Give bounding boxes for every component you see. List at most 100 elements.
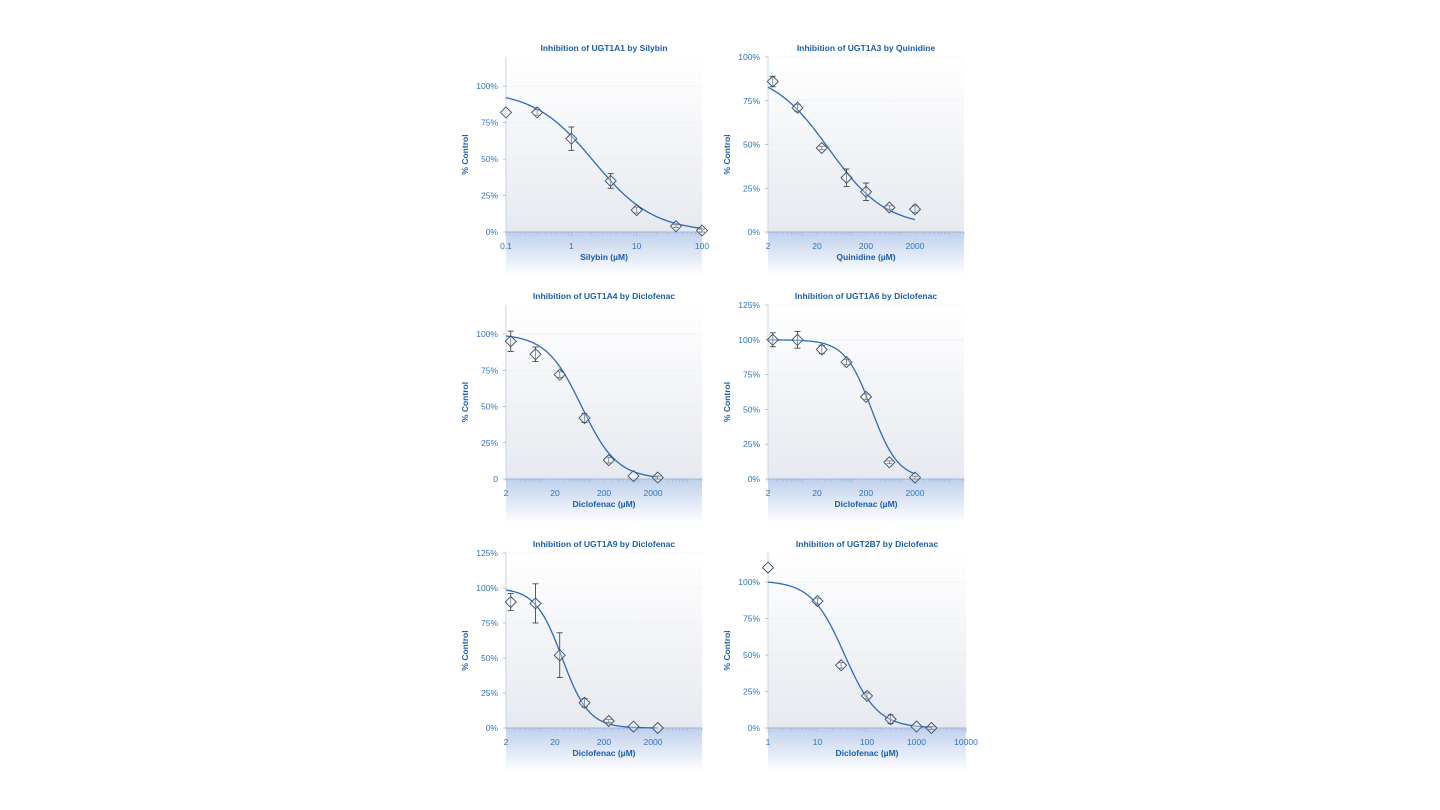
data-point (815, 141, 828, 155)
chart-panel-3: 0 25% 50% 75% 100% 2 20 200 2000 Inhibition of UG… (460, 291, 703, 523)
x-tick-label: 100 (860, 737, 874, 747)
y-tick-label: 100% (476, 81, 498, 91)
data-point (883, 201, 896, 214)
y-axis-label: % Control (722, 630, 732, 670)
x-tick-label: 1 (569, 241, 574, 251)
data-point (604, 174, 617, 188)
data-point (627, 720, 640, 733)
data-point (910, 720, 923, 733)
y-tick-label: 50% (743, 404, 760, 414)
x-tick-label: 200 (597, 488, 611, 498)
x-tick-label: 10 (813, 737, 823, 747)
data-point (627, 469, 640, 483)
data-point (884, 713, 897, 726)
y-tick-label: 25% (481, 438, 498, 448)
data-point (630, 203, 643, 217)
x-tick-label: 1 (766, 737, 771, 747)
data-point (908, 471, 922, 484)
data-point (602, 454, 615, 467)
y-tick-label: 75% (481, 365, 498, 375)
chart-title: Inhibition of UGT1A6 by Diclofenac (795, 291, 937, 301)
y-tick-label: 0% (748, 227, 761, 237)
y-tick-label: 25% (481, 688, 498, 698)
x-tick-label: 2000 (906, 488, 925, 498)
x-tick-label: 20 (550, 737, 560, 747)
y-tick-label: 75% (481, 618, 498, 628)
data-point (860, 689, 874, 703)
data-point (859, 390, 873, 404)
data-point (811, 594, 824, 608)
y-tick-label: 0% (486, 227, 499, 237)
chart-panel-2: 0% 25% 50% 75% 100% 2 20 200 2000 Inhibition of U… (722, 43, 965, 276)
axis-band (768, 479, 964, 523)
chart-panel-6: 0% 25% 50% 75% 100% 1 10 100 1000 10000 Inhibition… (722, 539, 978, 772)
y-tick-label: 0% (748, 723, 761, 733)
x-axis-label: Diclofenac (µM) (835, 499, 898, 509)
y-axis-label: % Control (460, 382, 470, 422)
chart-title: Inhibition of UGT1A3 by Quinidine (797, 43, 936, 53)
y-tick-label: 75% (481, 118, 498, 128)
data-point (859, 185, 873, 198)
data-point (504, 595, 517, 609)
data-point (529, 597, 542, 610)
data-point (529, 348, 542, 361)
x-axis-label: Quinidine (µM) (836, 252, 895, 262)
axis-band (506, 728, 702, 772)
y-axis-label: % Control (722, 382, 732, 422)
plot-background (506, 305, 702, 479)
data-point (883, 456, 896, 469)
x-axis-label: Diclofenac (µM) (836, 748, 899, 758)
y-tick-label: 50% (743, 140, 760, 150)
data-point (651, 471, 664, 484)
fit-curve (767, 86, 916, 221)
x-tick-label: 100 (695, 241, 709, 251)
x-tick-label: 20 (812, 488, 822, 498)
data-point (553, 649, 566, 662)
data-point (651, 721, 664, 735)
data-point (553, 368, 566, 381)
data-point (925, 721, 938, 735)
plot-background (506, 553, 702, 728)
data-point (840, 171, 853, 184)
data-point (791, 333, 804, 346)
data-point (761, 561, 775, 574)
y-tick-label: 25% (481, 191, 498, 201)
data-point (578, 696, 591, 709)
x-tick-label: 2000 (906, 241, 925, 251)
y-tick-label: 0% (486, 723, 499, 733)
y-tick-label: 25% (743, 183, 760, 193)
x-axis-label: Silybin (µM) (580, 252, 628, 262)
y-tick-label: 25% (743, 687, 760, 697)
x-tick-label: 10000 (954, 737, 978, 747)
y-tick-label: 125% (476, 548, 498, 558)
data-point (602, 714, 615, 728)
data-point (766, 333, 779, 346)
data-point (578, 411, 591, 425)
x-tick-label: 200 (859, 241, 873, 251)
data-point (504, 335, 517, 348)
y-tick-label: 50% (481, 653, 498, 663)
y-axis-label: % Control (722, 134, 732, 174)
data-point (791, 101, 804, 114)
y-tick-label: 75% (743, 370, 760, 380)
axis-band (506, 479, 702, 523)
data-point (815, 343, 828, 356)
data-point (565, 132, 578, 145)
x-tick-label: 2000 (644, 737, 663, 747)
y-tick-label: 100% (738, 577, 760, 587)
chart-title: Inhibition of UGT1A1 by Silybin (540, 43, 667, 53)
y-tick-label: 50% (743, 650, 760, 660)
chart-title: Inhibition of UGT1A9 by Diclofenac (533, 539, 675, 549)
y-tick-label: 100% (476, 329, 498, 339)
y-tick-label: 50% (481, 154, 498, 164)
chart-panel-5: 0% 25% 50% 75% 100% 125% 2 20 200 2000 Inhibition … (460, 539, 703, 772)
fit-curve (505, 589, 658, 729)
x-tick-label: 200 (859, 488, 873, 498)
x-tick-label: 1000 (907, 737, 926, 747)
y-tick-label: 125% (738, 300, 760, 310)
y-tick-label: 100% (738, 335, 760, 345)
data-point (766, 75, 779, 88)
y-tick-label: 100% (476, 583, 498, 593)
